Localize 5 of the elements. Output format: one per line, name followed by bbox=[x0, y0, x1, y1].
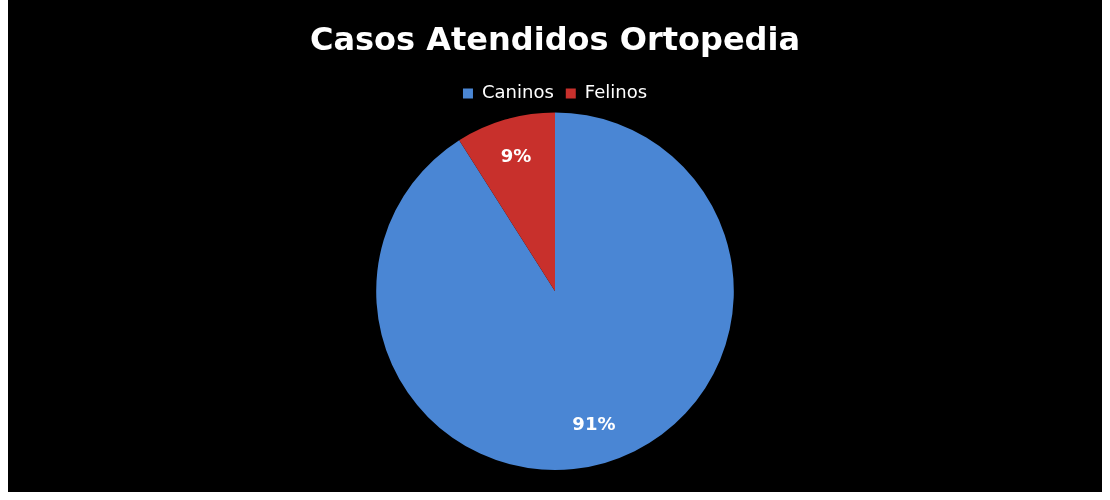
data-label: 9% bbox=[500, 144, 532, 166]
chart-title: Casos Atendidos Ortopedia bbox=[309, 19, 801, 58]
data-label: 91% bbox=[572, 412, 616, 434]
legend-label: Caninos bbox=[481, 81, 554, 103]
legend-label: Felinos bbox=[584, 81, 648, 103]
